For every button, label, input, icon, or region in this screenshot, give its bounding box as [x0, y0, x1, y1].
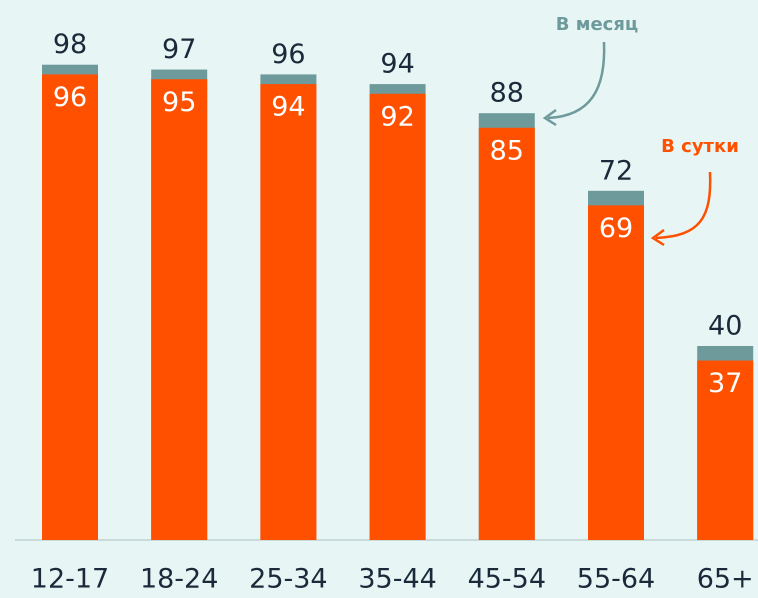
value-label: 37 [708, 368, 742, 399]
bar [369, 93, 426, 541]
bar [588, 205, 644, 540]
value-label: 96 [271, 39, 305, 70]
value-label: 97 [162, 34, 196, 65]
arrow-head-month [542, 108, 557, 127]
bar [151, 79, 208, 540]
bar [478, 127, 535, 540]
arrow-month [547, 41, 606, 120]
value-label: 95 [162, 87, 196, 118]
value-label: 85 [490, 135, 524, 166]
value-label: 98 [53, 29, 87, 60]
value-label: 69 [599, 213, 633, 244]
x-tick-label: 18-24 [140, 564, 218, 595]
bar [260, 84, 317, 540]
value-label: 72 [599, 155, 633, 186]
value-label: 94 [271, 92, 305, 123]
x-tick-label: 55-64 [577, 564, 655, 595]
x-tick-label: 45-54 [468, 564, 546, 595]
bar [697, 360, 754, 540]
arrow-day [655, 171, 712, 240]
value-label: 92 [380, 101, 414, 132]
bar [42, 74, 98, 541]
value-label: 40 [708, 311, 742, 342]
value-label: 96 [53, 82, 87, 113]
x-tick-label: 35-44 [358, 564, 436, 595]
x-tick-label: 25-34 [249, 564, 327, 595]
legend-day: В сутки [661, 136, 739, 157]
x-tick-label: 65+ [697, 564, 754, 595]
legend-month: В месяц [556, 14, 638, 35]
x-tick-label: 12-17 [31, 564, 109, 595]
value-label: 94 [380, 49, 414, 80]
arrow-head-day [650, 228, 665, 247]
value-label: 88 [490, 78, 524, 109]
